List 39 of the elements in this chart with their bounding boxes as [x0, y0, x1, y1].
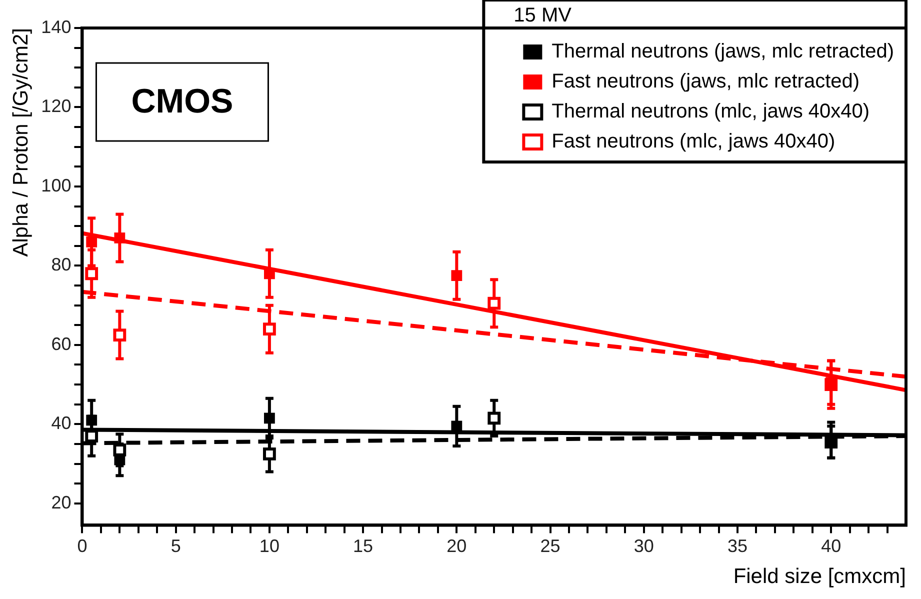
y-tick-label: 100: [41, 175, 72, 196]
point: [488, 296, 501, 310]
point: [114, 232, 126, 244]
point: [113, 328, 126, 342]
x-axis-title: Field size [cmxcm]: [733, 565, 906, 588]
x-tick-label: 35: [727, 536, 748, 556]
point: [86, 236, 98, 248]
y-tick-label: 140: [41, 16, 72, 37]
legend-label: Thermal neutrons (mlc, jaws 40x40): [552, 100, 870, 123]
y-tick-label: 60: [51, 334, 72, 354]
legend-label: Thermal neutrons (jaws, mlc retracted): [552, 40, 894, 63]
point: [451, 270, 462, 282]
point: [264, 412, 275, 424]
point: [264, 268, 275, 280]
point: [263, 447, 276, 460]
y-tick-label: 80: [51, 254, 72, 275]
x-tick-label: 25: [540, 536, 560, 556]
x-tick-label: 5: [170, 536, 181, 556]
point: [86, 414, 98, 426]
point: [113, 443, 126, 456]
point: [85, 267, 98, 280]
point: [488, 412, 501, 425]
annotation: CMOS: [131, 82, 234, 120]
x-tick-label: 30: [634, 536, 654, 556]
point: [451, 420, 462, 432]
legend-title: 15 MV: [514, 4, 572, 27]
legend-label: Fast neutrons (mlc, jaws 40x40): [552, 130, 836, 153]
y-tick-label: 20: [51, 492, 72, 512]
x-tick-label: 15: [353, 536, 374, 556]
legend-label: Fast neutrons (jaws, mlc retracted): [552, 70, 860, 93]
y-tick-label: 120: [41, 96, 72, 116]
y-axis-title: Alpha / Proton [/Gy/cm2]: [9, 28, 32, 257]
x-tick-label: 40: [821, 536, 842, 556]
x-tick-label: 0: [77, 536, 88, 556]
y-tick-label: 40: [51, 413, 72, 434]
x-tick-label: 20: [446, 536, 467, 556]
point: [263, 322, 276, 336]
x-tick-label: 10: [259, 536, 280, 556]
point: [85, 430, 98, 443]
